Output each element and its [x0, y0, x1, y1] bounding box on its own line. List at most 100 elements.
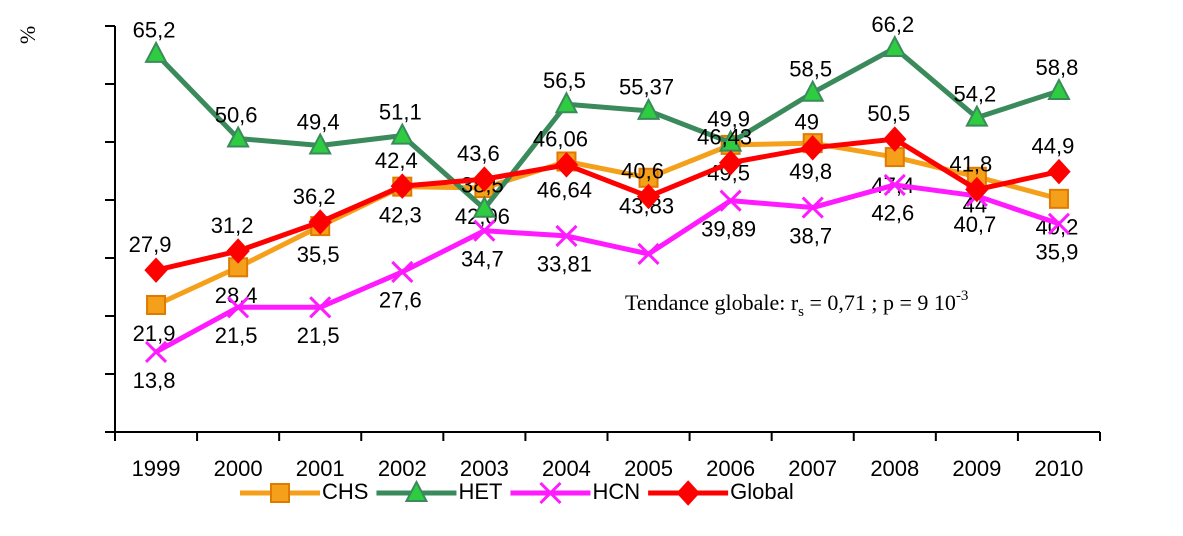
- legend-label: Global: [730, 479, 794, 504]
- data-label: 49,9: [707, 106, 750, 131]
- data-label: 66,2: [871, 12, 914, 37]
- data-point: [718, 149, 743, 176]
- data-point: [473, 219, 496, 242]
- data-point: [801, 135, 825, 161]
- data-label: 42,4: [375, 148, 418, 173]
- data-point: [965, 104, 989, 127]
- data-label: 49,4: [297, 109, 340, 134]
- data-point: [390, 122, 414, 145]
- data-point: [883, 173, 906, 196]
- data-point: [636, 183, 661, 210]
- data-label: 65,2: [133, 18, 176, 43]
- data-label: 42,6: [871, 201, 914, 226]
- data-label: 27,6: [379, 288, 422, 313]
- data-point: [226, 238, 250, 264]
- series-line: [155, 136, 1060, 273]
- x-tick-label: 2005: [624, 456, 673, 481]
- data-point: [391, 260, 414, 283]
- x-tick-label: 2007: [788, 456, 837, 481]
- annotation-sub: s: [798, 304, 804, 320]
- data-label: 35,9: [1036, 240, 1079, 265]
- data-label: 21,5: [297, 323, 340, 348]
- data-label: 33,81: [537, 252, 592, 277]
- data-label: 38,7: [789, 223, 832, 248]
- data-point: [965, 176, 989, 203]
- data-point: [883, 126, 907, 152]
- series-line: [154, 182, 1060, 355]
- x-tick-label: 2008: [870, 456, 919, 481]
- data-label: 58,8: [1036, 55, 1079, 80]
- y-axis-label: %: [15, 26, 40, 44]
- legend-label: HCN: [592, 479, 640, 504]
- data-label: 39,89: [701, 216, 756, 241]
- data-point: [1047, 212, 1071, 235]
- data-label: 58,5: [789, 57, 832, 82]
- data-label: 46,64: [537, 177, 592, 202]
- data-point: [472, 195, 497, 218]
- data-point: [637, 242, 660, 266]
- data-label: 54,2: [953, 81, 996, 106]
- data-label: 56,5: [543, 68, 586, 93]
- data-point: [555, 224, 578, 247]
- data-label: 31,2: [211, 213, 254, 238]
- legend-label: HET: [458, 479, 502, 504]
- data-point: [144, 40, 168, 63]
- data-label: 42,3: [379, 202, 422, 227]
- data-point: [1047, 77, 1071, 100]
- data-point: [801, 196, 824, 219]
- data-label: 36,2: [293, 184, 336, 209]
- data-point: [146, 294, 167, 315]
- data-label: 50,6: [215, 102, 258, 127]
- legend-label: CHS: [322, 479, 368, 504]
- data-label: 55,37: [619, 75, 674, 100]
- data-point: [554, 91, 579, 114]
- data-label: 51,1: [379, 99, 422, 124]
- data-point: [1048, 188, 1069, 209]
- x-tick-label: 1999: [132, 456, 181, 481]
- data-point: [144, 257, 168, 283]
- annotation-mid: = 0,71 ; p = 9 10: [804, 290, 956, 315]
- data-label: 43,6: [457, 141, 500, 166]
- series-line: [154, 45, 1060, 212]
- data-label: 46,43: [697, 125, 752, 150]
- data-point: [719, 189, 742, 212]
- x-tick-label: 2006: [706, 456, 755, 481]
- x-tick-label: 2000: [214, 456, 263, 481]
- x-tick-label: 2009: [952, 456, 1001, 481]
- data-label: 40,6: [621, 158, 664, 183]
- x-tick-label: 2010: [1034, 456, 1083, 481]
- x-tick-label: 2003: [460, 456, 509, 481]
- x-tick-label: 2004: [542, 456, 591, 481]
- annotation-sup: -3: [956, 288, 969, 304]
- data-label: 41,8: [949, 151, 992, 176]
- data-label: 49: [794, 110, 818, 135]
- data-label: 21,5: [215, 323, 258, 348]
- data-label: 34,7: [461, 247, 504, 272]
- data-point: [144, 340, 168, 364]
- data-point: [308, 132, 332, 155]
- legend-marker: [270, 483, 290, 503]
- data-point: [390, 173, 414, 199]
- annotation: Tendance globale: rs = 0,71 ; p = 9 10-3: [625, 288, 968, 320]
- x-tick-label: 2001: [296, 456, 345, 481]
- data-point: [801, 79, 825, 102]
- data-label: 50,5: [867, 101, 910, 126]
- legend-marker: [539, 481, 562, 505]
- data-label: 40,7: [953, 212, 996, 237]
- legend-marker: [676, 480, 700, 506]
- data-label: 21,9: [133, 321, 176, 346]
- data-label: 13,8: [133, 368, 176, 393]
- data-point: [308, 209, 332, 235]
- data-point: [1047, 158, 1071, 185]
- data-point: [227, 296, 250, 319]
- data-point: [309, 296, 332, 319]
- data-point: [472, 166, 497, 192]
- data-label: 44,9: [1032, 133, 1075, 158]
- legend-marker: [404, 479, 429, 502]
- data-label: 46,06: [533, 127, 588, 152]
- series-line: [154, 140, 1060, 308]
- data-label: 49,8: [789, 159, 832, 184]
- data-point: [226, 125, 250, 148]
- data-point: [636, 97, 661, 120]
